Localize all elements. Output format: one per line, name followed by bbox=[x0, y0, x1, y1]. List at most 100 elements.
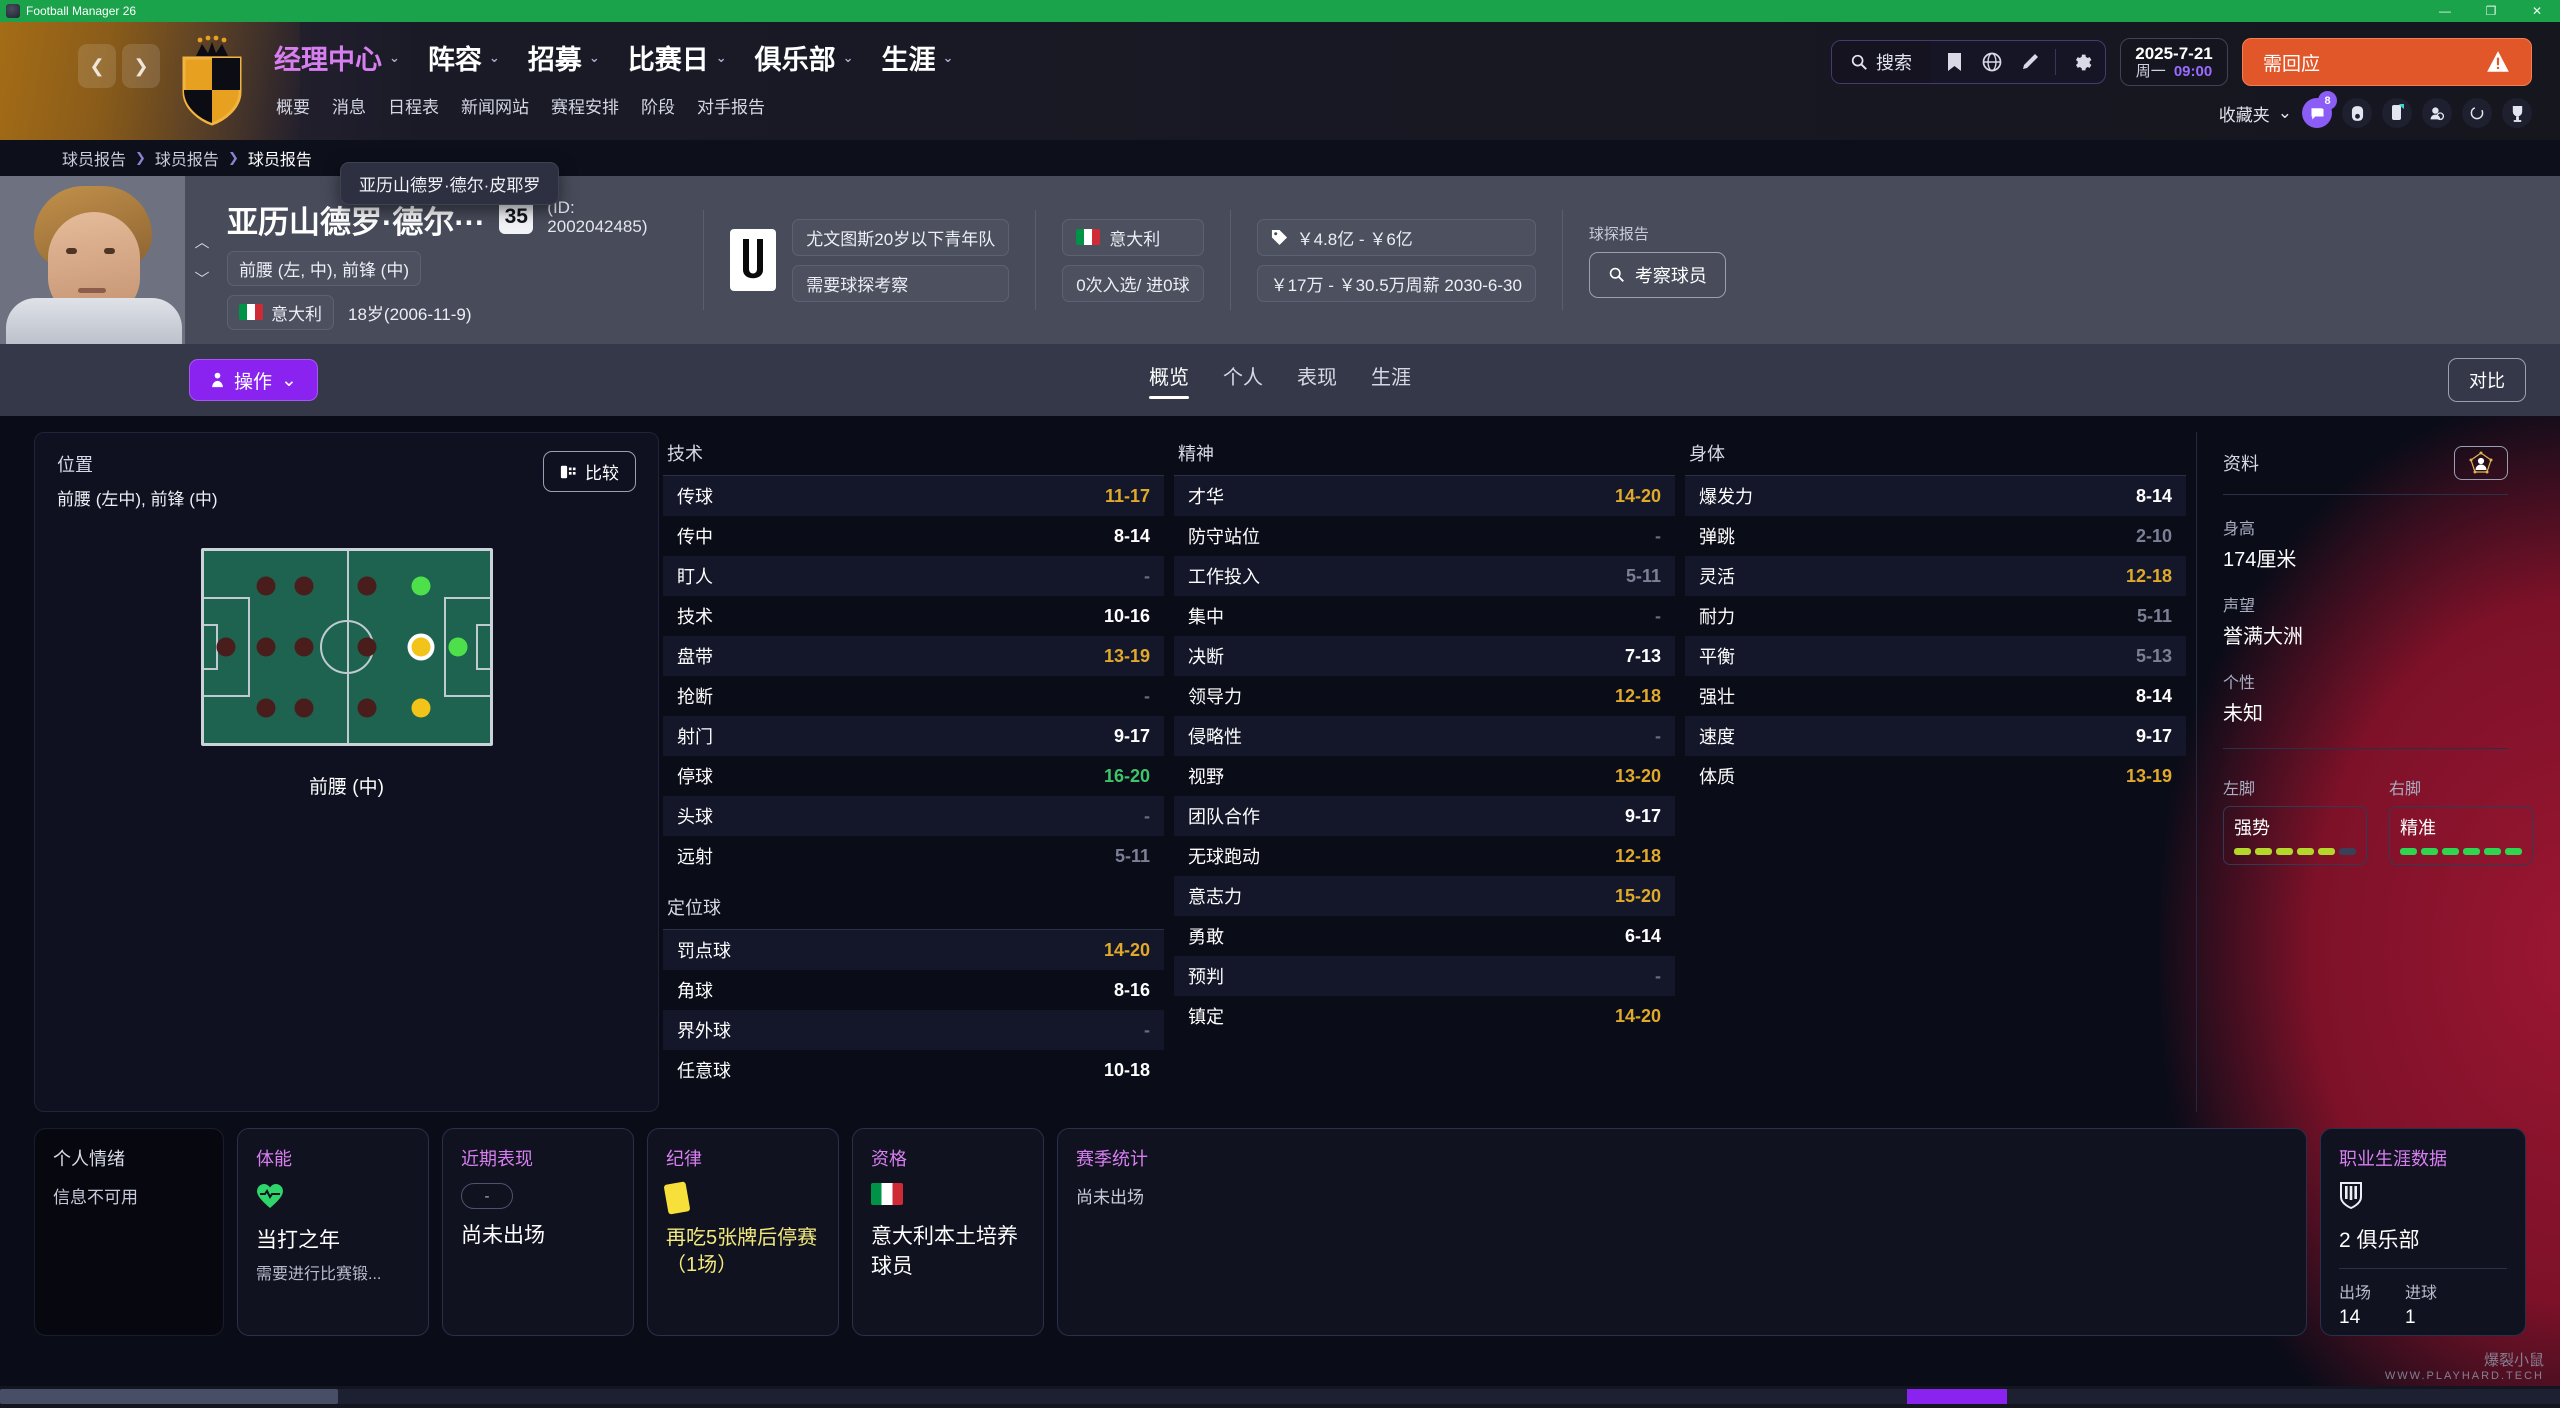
globe-icon[interactable] bbox=[1974, 42, 2010, 82]
attribute-row[interactable]: 角球 8-16 bbox=[663, 970, 1164, 1010]
back-button[interactable]: ❮ bbox=[78, 44, 116, 88]
player-club-chip[interactable]: 尤文图斯20岁以下青年队 bbox=[792, 218, 1010, 256]
attribute-row[interactable]: 强壮 8-14 bbox=[1685, 676, 2186, 716]
attribute-row[interactable]: 防守站位 - bbox=[1174, 516, 1675, 556]
player-nationality-chip[interactable]: 意大利 bbox=[227, 294, 334, 330]
pitch-position-dot[interactable] bbox=[357, 698, 377, 718]
attribute-row[interactable]: 技术 10-16 bbox=[663, 596, 1164, 636]
close-button[interactable]: ✕ bbox=[2531, 4, 2543, 18]
attribute-row[interactable]: 镇定 14-20 bbox=[1174, 996, 1675, 1036]
nav-item-matchday[interactable]: 比赛日 ⌄ bbox=[618, 34, 737, 81]
maximize-button[interactable]: ❐ bbox=[2485, 4, 2497, 18]
tab-career[interactable]: 生涯 bbox=[1371, 367, 1411, 389]
attribute-row[interactable]: 灵活 12-18 bbox=[1685, 556, 2186, 596]
search-button[interactable]: 搜索 bbox=[1832, 41, 1930, 83]
card-eligibility[interactable]: 资格 意大利本土培养球员 bbox=[852, 1128, 1044, 1336]
scrollbar-thumb[interactable] bbox=[0, 1389, 338, 1404]
player-switcher[interactable]: ︿ ﹀ bbox=[185, 176, 219, 344]
attribute-row[interactable]: 停球 16-20 bbox=[663, 756, 1164, 796]
pitch-position-dot[interactable] bbox=[357, 637, 377, 657]
inbox-icon[interactable]: 8 bbox=[2302, 91, 2337, 128]
refresh-icon[interactable] bbox=[2462, 98, 2492, 128]
attribute-row[interactable]: 界外球 - bbox=[663, 1010, 1164, 1050]
nav-sub-news[interactable]: 新闻网站 bbox=[461, 98, 529, 117]
position-pitch-map[interactable] bbox=[200, 548, 493, 746]
card-mood[interactable]: 个人情绪 信息不可用 bbox=[34, 1128, 224, 1336]
scout-needed-chip[interactable]: 需要球探考察 bbox=[792, 264, 1010, 302]
attribute-row[interactable]: 体质 13-19 bbox=[1685, 756, 2186, 796]
attribute-row[interactable]: 盘带 13-19 bbox=[663, 636, 1164, 676]
continue-action-button[interactable]: 需回应 bbox=[2242, 38, 2532, 86]
pitch-position-dot[interactable] bbox=[256, 576, 276, 596]
previous-player-icon[interactable]: ︿ bbox=[194, 234, 210, 251]
nav-item-recruitment[interactable]: 招募 ⌄ bbox=[518, 34, 610, 81]
pitch-position-dot[interactable] bbox=[294, 698, 314, 718]
pen-icon[interactable] bbox=[2012, 42, 2048, 82]
pitch-position-dot[interactable] bbox=[411, 637, 431, 657]
favorites-dropdown[interactable]: 收藏夹 ⌄ bbox=[2219, 101, 2292, 126]
scout-icon[interactable] bbox=[2422, 98, 2452, 128]
nav-sub-overview[interactable]: 概要 bbox=[276, 98, 310, 117]
club-crest-icon[interactable] bbox=[172, 34, 250, 126]
nav-sub-messages[interactable]: 消息 bbox=[332, 98, 366, 117]
position-compare-button[interactable]: 比较 bbox=[543, 451, 636, 492]
radar-view-button[interactable] bbox=[2454, 446, 2508, 480]
attribute-row[interactable]: 耐力 5-11 bbox=[1685, 596, 2186, 636]
attribute-row[interactable]: 领导力 12-18 bbox=[1174, 676, 1675, 716]
attribute-row[interactable]: 平衡 5-13 bbox=[1685, 636, 2186, 676]
attribute-row[interactable]: 远射 5-11 bbox=[663, 836, 1164, 876]
player-wage-contract-chip[interactable]: ￥17万 - ￥30.5万周薪 2030-6-30 bbox=[1256, 264, 1536, 302]
attribute-row[interactable]: 团队合作 9-17 bbox=[1174, 796, 1675, 836]
attribute-row[interactable]: 工作投入 5-11 bbox=[1174, 556, 1675, 596]
operate-button[interactable]: 操作 ⌄ bbox=[189, 359, 318, 401]
tab-performance[interactable]: 表现 bbox=[1297, 367, 1337, 389]
attribute-row[interactable]: 勇敢 6-14 bbox=[1174, 916, 1675, 956]
breadcrumb-item-2[interactable]: 球员报告 bbox=[154, 152, 219, 169]
attribute-row[interactable]: 弹跳 2-10 bbox=[1685, 516, 2186, 556]
pitch-position-dot[interactable] bbox=[448, 637, 468, 657]
attribute-row[interactable]: 任意球 10-18 bbox=[663, 1050, 1164, 1090]
attribute-row[interactable]: 传中 8-14 bbox=[663, 516, 1164, 556]
tab-overview[interactable]: 概览 bbox=[1149, 361, 1189, 399]
attribute-row[interactable]: 视野 13-20 bbox=[1174, 756, 1675, 796]
attribute-row[interactable]: 盯人 - bbox=[663, 556, 1164, 596]
international-nation-chip[interactable]: 意大利 bbox=[1062, 218, 1204, 256]
attribute-row[interactable]: 意志力 15-20 bbox=[1174, 876, 1675, 916]
card-form[interactable]: 近期表现 - 尚未出场 bbox=[442, 1128, 634, 1336]
breadcrumb-item-3[interactable]: 球员报告 bbox=[247, 152, 312, 169]
attribute-row[interactable]: 射门 9-17 bbox=[663, 716, 1164, 756]
attribute-row[interactable]: 才华 14-20 bbox=[1174, 476, 1675, 516]
pitch-position-dot[interactable] bbox=[216, 637, 236, 657]
pitch-position-dot[interactable] bbox=[294, 637, 314, 657]
card-discipline[interactable]: 纪律 再吃5张牌后停赛（1场） bbox=[647, 1128, 839, 1336]
attribute-row[interactable]: 抢断 - bbox=[663, 676, 1164, 716]
nav-sub-stage[interactable]: 阶段 bbox=[641, 98, 675, 117]
international-caps-chip[interactable]: 0次入选/ 进0球 bbox=[1062, 264, 1204, 302]
nav-sub-schedule[interactable]: 日程表 bbox=[388, 98, 439, 117]
pitch-position-dot[interactable] bbox=[256, 698, 276, 718]
attribute-row[interactable]: 罚点球 14-20 bbox=[663, 930, 1164, 970]
attribute-row[interactable]: 预判 - bbox=[1174, 956, 1675, 996]
nav-item-club[interactable]: 俱乐部 ⌄ bbox=[745, 34, 864, 81]
history-nav[interactable]: ❮ ❯ bbox=[78, 44, 160, 88]
attribute-row[interactable]: 爆发力 8-14 bbox=[1685, 476, 2186, 516]
card-condition[interactable]: 体能 当打之年 需要进行比赛锻... bbox=[237, 1128, 429, 1336]
minimize-button[interactable]: — bbox=[2439, 4, 2451, 18]
attribute-row[interactable]: 无球跑动 12-18 bbox=[1174, 836, 1675, 876]
pitch-position-dot[interactable] bbox=[357, 576, 377, 596]
nav-sub-fixtures[interactable]: 赛程安排 bbox=[551, 98, 619, 117]
gear-icon[interactable] bbox=[2063, 42, 2099, 82]
nav-item-squad[interactable]: 阵容 ⌄ bbox=[418, 34, 510, 81]
window-controls[interactable]: — ❐ ✕ bbox=[2422, 0, 2560, 22]
attribute-row[interactable]: 速度 9-17 bbox=[1685, 716, 2186, 756]
scout-player-button[interactable]: 考察球员 bbox=[1588, 251, 1726, 298]
card-career-stats[interactable]: 职业生涯数据 2 俱乐部 出场 14 进球 1 bbox=[2320, 1128, 2526, 1336]
nav-item-career[interactable]: 生涯 ⌄ bbox=[872, 34, 964, 81]
pitch-position-dot[interactable] bbox=[411, 576, 431, 596]
trophy-icon[interactable] bbox=[2502, 98, 2532, 128]
forward-button[interactable]: ❯ bbox=[122, 44, 160, 88]
player-value-chip[interactable]: ￥4.8亿 - ￥6亿 bbox=[1256, 218, 1536, 256]
attribute-row[interactable]: 决断 7-13 bbox=[1174, 636, 1675, 676]
attribute-row[interactable]: 侵略性 - bbox=[1174, 716, 1675, 756]
shield-icon[interactable] bbox=[2382, 98, 2412, 128]
